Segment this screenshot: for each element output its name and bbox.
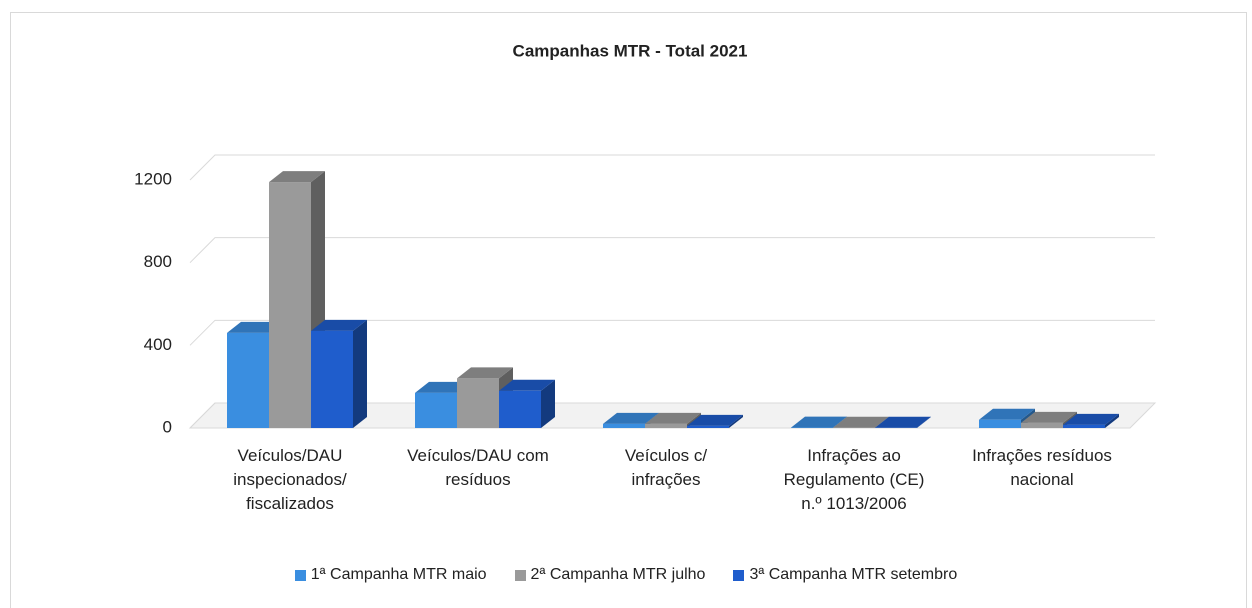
bar-side (541, 379, 555, 428)
bar (499, 390, 541, 428)
legend-swatch (733, 569, 745, 581)
bar (1063, 424, 1105, 428)
legend-swatch (294, 569, 306, 581)
bar-top (875, 416, 931, 428)
legend-label: 2ª Campanha MTR julho (530, 566, 706, 583)
grid-line (189, 154, 1155, 181)
bar (227, 332, 269, 428)
bar-top (791, 416, 847, 428)
legend: 1ª Campanha MTR maio 2ª Campanha MTR julh… (0, 566, 1252, 584)
bar-top (979, 408, 1035, 420)
bar-top (1063, 413, 1119, 425)
bar (603, 423, 645, 428)
legend-item: 1ª Campanha MTR maio (294, 566, 487, 584)
bar (311, 330, 353, 428)
bar (645, 423, 687, 428)
bar-top (645, 412, 701, 424)
legend-item: 2ª Campanha MTR julho (514, 566, 706, 584)
legend-label: 1ª Campanha MTR maio (310, 566, 487, 583)
bar-top (687, 414, 743, 426)
y-tick-label: 1200 (134, 169, 172, 188)
grid-line (189, 319, 1155, 346)
grid-line (189, 237, 1155, 264)
x-tick-label: Veículos/DAU inspecionados/ fiscalizados (233, 446, 347, 513)
legend-item: 3ª Campanha MTR setembro (733, 566, 957, 584)
bar-top (269, 171, 325, 183)
chart-title: Campanhas MTR - Total 2021 (513, 41, 748, 60)
bar-side (353, 319, 367, 428)
x-tick-label: Infrações resíduos nacional (972, 446, 1112, 489)
bar (1021, 422, 1063, 428)
bar-top (457, 367, 513, 379)
chart-border (10, 12, 1247, 608)
bar (457, 378, 499, 428)
y-tick-label: 400 (144, 335, 172, 354)
legend-label: 3ª Campanha MTR setembro (749, 566, 958, 583)
bar-top (311, 319, 367, 331)
x-tick-label: Veículos/DAU com resíduos (407, 446, 549, 489)
bar-side (729, 414, 743, 428)
bar-side (1105, 413, 1119, 428)
grid-line (189, 402, 1155, 429)
bar (269, 182, 311, 428)
bar-top (499, 379, 555, 391)
y-tick-label: 800 (144, 252, 172, 271)
bar (979, 419, 1021, 428)
x-tick-label: Infrações ao Regulamento (CE) n.º 1013/2… (783, 446, 925, 513)
bar-top (1021, 411, 1077, 423)
bar-top (603, 412, 659, 424)
x-tick-label: Veículos c/ infrações (624, 446, 708, 489)
bar-side (917, 416, 931, 428)
y-tick-label: 0 (163, 417, 172, 436)
bar (415, 392, 457, 428)
legend-swatch (514, 569, 526, 581)
bar-top (833, 416, 889, 428)
bar (687, 425, 729, 428)
